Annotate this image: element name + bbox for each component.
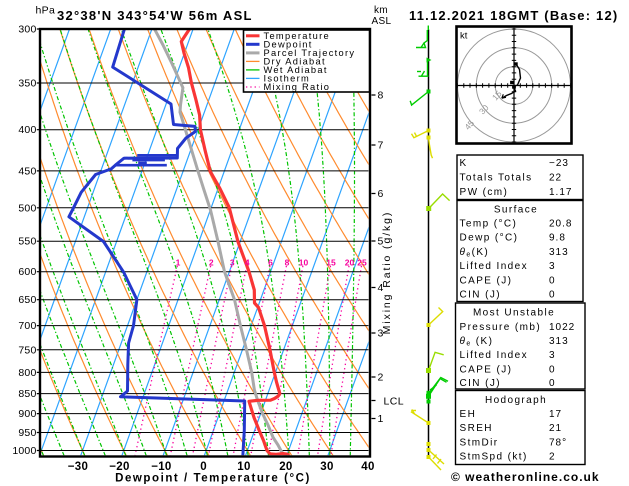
svg-text:kt: kt	[460, 31, 468, 42]
svg-text:Most Unstable: Most Unstable	[473, 308, 555, 319]
svg-text:km: km	[374, 5, 388, 16]
svg-text:Totals Totals: Totals Totals	[460, 173, 533, 184]
svg-text:10: 10	[299, 258, 309, 268]
svg-text:CAPE (J): CAPE (J)	[460, 365, 513, 376]
svg-text:0: 0	[549, 290, 556, 301]
svg-text:−10: −10	[151, 461, 171, 473]
svg-text:−20: −20	[109, 461, 129, 473]
svg-text:450: 450	[18, 165, 36, 177]
svg-text:Dry Adiabat: Dry Adiabat	[264, 57, 326, 67]
svg-text:Surface: Surface	[494, 205, 538, 216]
svg-text:6: 6	[378, 188, 384, 200]
svg-text:11.12.2021 18GMT (Base: 12): 11.12.2021 18GMT (Base: 12)	[409, 8, 618, 23]
svg-text:78°: 78°	[549, 438, 567, 449]
svg-text:Lifted Index: Lifted Index	[460, 261, 529, 272]
svg-text:20: 20	[345, 258, 355, 268]
svg-text:950: 950	[18, 427, 36, 439]
svg-text:K: K	[460, 158, 468, 169]
svg-text:1: 1	[378, 413, 384, 425]
svg-text:8: 8	[285, 258, 290, 268]
svg-text:22: 22	[549, 173, 562, 184]
svg-text:3: 3	[549, 350, 556, 361]
svg-text:Mixing Ratio (g/kg): Mixing Ratio (g/kg)	[381, 211, 393, 335]
svg-text:500: 500	[18, 202, 36, 214]
svg-text:2: 2	[549, 452, 556, 463]
svg-text:750: 750	[18, 344, 36, 356]
svg-text:CIN (J): CIN (J)	[460, 290, 501, 301]
svg-text:850: 850	[18, 388, 36, 400]
svg-text:1022: 1022	[549, 322, 575, 333]
svg-text:600: 600	[18, 266, 36, 278]
svg-text:0: 0	[200, 461, 207, 473]
svg-text:−30: −30	[68, 461, 88, 473]
svg-text:40: 40	[361, 461, 374, 473]
svg-text:20.8: 20.8	[549, 219, 572, 230]
svg-text:Pressure (mb): Pressure (mb)	[460, 322, 542, 333]
svg-text:1: 1	[176, 258, 181, 268]
svg-text:313: 313	[549, 336, 569, 347]
svg-text:1.17: 1.17	[549, 187, 572, 198]
svg-text:hPa: hPa	[36, 5, 56, 17]
svg-text:2: 2	[209, 258, 214, 268]
svg-text:EH: EH	[460, 409, 477, 420]
svg-text:3: 3	[230, 258, 235, 268]
svg-text:StmSpd (kt): StmSpd (kt)	[460, 452, 528, 463]
svg-text:7: 7	[378, 140, 384, 152]
svg-text:StmDir: StmDir	[460, 438, 499, 449]
svg-text:700: 700	[18, 320, 36, 332]
svg-text:Lifted Index: Lifted Index	[460, 350, 529, 361]
svg-text:0: 0	[549, 276, 556, 287]
svg-text:Mixing Ratio: Mixing Ratio	[264, 82, 331, 92]
svg-text:350: 350	[18, 77, 36, 89]
svg-text:6: 6	[268, 258, 273, 268]
svg-text:SREH: SREH	[460, 423, 493, 434]
svg-text:20: 20	[279, 461, 292, 473]
svg-text:900: 900	[18, 408, 36, 420]
svg-text:9.8: 9.8	[549, 233, 566, 244]
svg-text:2: 2	[378, 372, 384, 384]
svg-text:θe (K): θe (K)	[460, 336, 494, 348]
svg-text:Dewp (°C): Dewp (°C)	[460, 233, 519, 244]
svg-text:3: 3	[549, 261, 556, 272]
svg-text:ASL: ASL	[372, 16, 392, 27]
svg-text:Isotherm: Isotherm	[264, 74, 311, 84]
svg-text:4: 4	[378, 282, 384, 294]
svg-text:650: 650	[18, 294, 36, 306]
svg-text:8: 8	[378, 90, 384, 102]
svg-text:313: 313	[549, 247, 569, 258]
svg-text:PW (cm): PW (cm)	[460, 187, 509, 198]
svg-text:© weatheronline.co.uk: © weatheronline.co.uk	[451, 470, 600, 484]
svg-text:CIN (J): CIN (J)	[460, 378, 501, 389]
svg-text:0: 0	[549, 365, 556, 376]
svg-text:30: 30	[320, 461, 333, 473]
svg-text:1000: 1000	[12, 445, 36, 457]
svg-text:3: 3	[378, 328, 384, 340]
svg-text:4: 4	[245, 258, 250, 268]
svg-text:17: 17	[549, 409, 562, 420]
svg-text:15: 15	[326, 258, 336, 268]
svg-text:400: 400	[18, 124, 36, 136]
svg-text:Temp (°C): Temp (°C)	[460, 219, 518, 230]
svg-text:25: 25	[357, 258, 367, 268]
svg-text:Dewpoint / Temperature (°C): Dewpoint / Temperature (°C)	[115, 473, 311, 485]
svg-text:550: 550	[18, 236, 36, 248]
svg-text:CAPE (J): CAPE (J)	[460, 276, 513, 287]
svg-text:32°38'N 343°54'W 56m ASL: 32°38'N 343°54'W 56m ASL	[57, 8, 253, 23]
svg-text:300: 300	[18, 24, 36, 36]
svg-text:Dewpoint: Dewpoint	[264, 40, 313, 50]
svg-text:LCL: LCL	[384, 396, 404, 408]
svg-text:Temperature: Temperature	[264, 31, 331, 41]
svg-text:0: 0	[549, 378, 556, 389]
svg-text:−23: −23	[549, 158, 569, 169]
svg-text:Wet Adiabat: Wet Adiabat	[264, 65, 328, 75]
svg-text:21: 21	[549, 423, 562, 434]
svg-text:5: 5	[378, 236, 384, 248]
svg-text:10: 10	[237, 461, 250, 473]
svg-text:Hodograph: Hodograph	[485, 395, 547, 406]
svg-text:Parcel Trajectory: Parcel Trajectory	[264, 48, 356, 58]
svg-text:800: 800	[18, 367, 36, 379]
svg-text:θe(K): θe(K)	[460, 247, 490, 259]
